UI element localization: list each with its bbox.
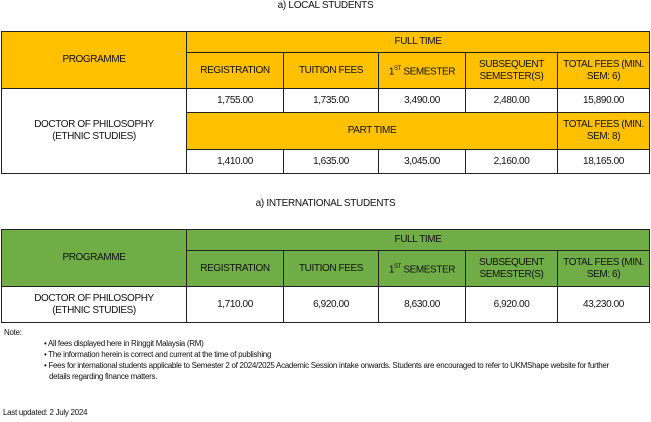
- ft-registration: 1,755.00: [186, 88, 284, 113]
- col-total: TOTAL FEES (MIN. SEM: 6): [557, 250, 650, 287]
- col-tuition: TUITION FEES: [283, 250, 379, 287]
- note-item: The information herein is correct and cu…: [44, 349, 609, 360]
- full-time-header: FULL TIME: [186, 31, 650, 53]
- col-registration: REGISTRATION: [186, 250, 284, 287]
- pt-total: 18,165.00: [557, 149, 650, 174]
- local-fees-table: PROGRAMME FULL TIME REGISTRATION TUITION F…: [1, 31, 650, 174]
- international-fees-table: PROGRAMME FULL TIME REGISTRATION TUITION F…: [1, 229, 650, 323]
- subsequent: 6,920.00: [465, 286, 558, 323]
- ft-total: 15,890.00: [557, 88, 650, 113]
- programme-header: PROGRAMME: [1, 229, 187, 287]
- programme-name: DOCTOR OF PHILOSOPHY (ETHNIC STUDIES): [1, 88, 187, 174]
- col-total: TOTAL FEES (MIN. SEM: 6): [557, 52, 650, 89]
- pt-registration: 1,410.00: [186, 149, 284, 174]
- col-subsequent: SUBSEQUENT SEMESTER(S): [465, 250, 558, 287]
- col-tuition: TUITION FEES: [283, 52, 379, 89]
- tuition: 6,920.00: [283, 286, 379, 323]
- note-item: Fees for international students applicab…: [44, 360, 609, 382]
- notes: Note: All fees displayed here in Ringgit…: [4, 327, 609, 382]
- local-students-title: a) LOCAL STUDENTS: [277, 0, 374, 11]
- programme-header: PROGRAMME: [1, 31, 187, 89]
- notes-label: Note:: [4, 328, 22, 337]
- last-updated: Last updated: 2 July 2024: [3, 408, 88, 417]
- col-subsequent: SUBSEQUENT SEMESTER(S): [465, 52, 558, 89]
- ft-1st-semester: 3,490.00: [378, 88, 466, 113]
- pt-subsequent: 2,160.00: [465, 149, 558, 174]
- pt-total-header: TOTAL FEES (MIN. SEM: 8): [557, 112, 650, 150]
- registration: 1,710.00: [186, 286, 284, 323]
- full-time-header: FULL TIME: [186, 229, 650, 251]
- pt-tuition: 1,635.00: [283, 149, 379, 174]
- pt-1st-semester: 3,045.00: [378, 149, 466, 174]
- col-registration: REGISTRATION: [186, 52, 284, 89]
- programme-name: DOCTOR OF PHILOSOPHY (ETHNIC STUDIES): [1, 286, 187, 323]
- total: 43,230.00: [557, 286, 650, 323]
- note-item: All fees displayed here in Ringgit Malay…: [44, 338, 609, 349]
- part-time-header: PART TIME: [186, 112, 558, 150]
- ft-tuition: 1,735.00: [283, 88, 379, 113]
- col-1st-semester: 1ST SEMESTER: [378, 250, 466, 287]
- ft-subsequent: 2,480.00: [465, 88, 558, 113]
- international-students-title: a) INTERNATIONAL STUDENTS: [255, 198, 396, 209]
- 1st-semester: 8,630.00: [378, 286, 466, 323]
- col-1st-semester: 1ST SEMESTER: [378, 52, 466, 89]
